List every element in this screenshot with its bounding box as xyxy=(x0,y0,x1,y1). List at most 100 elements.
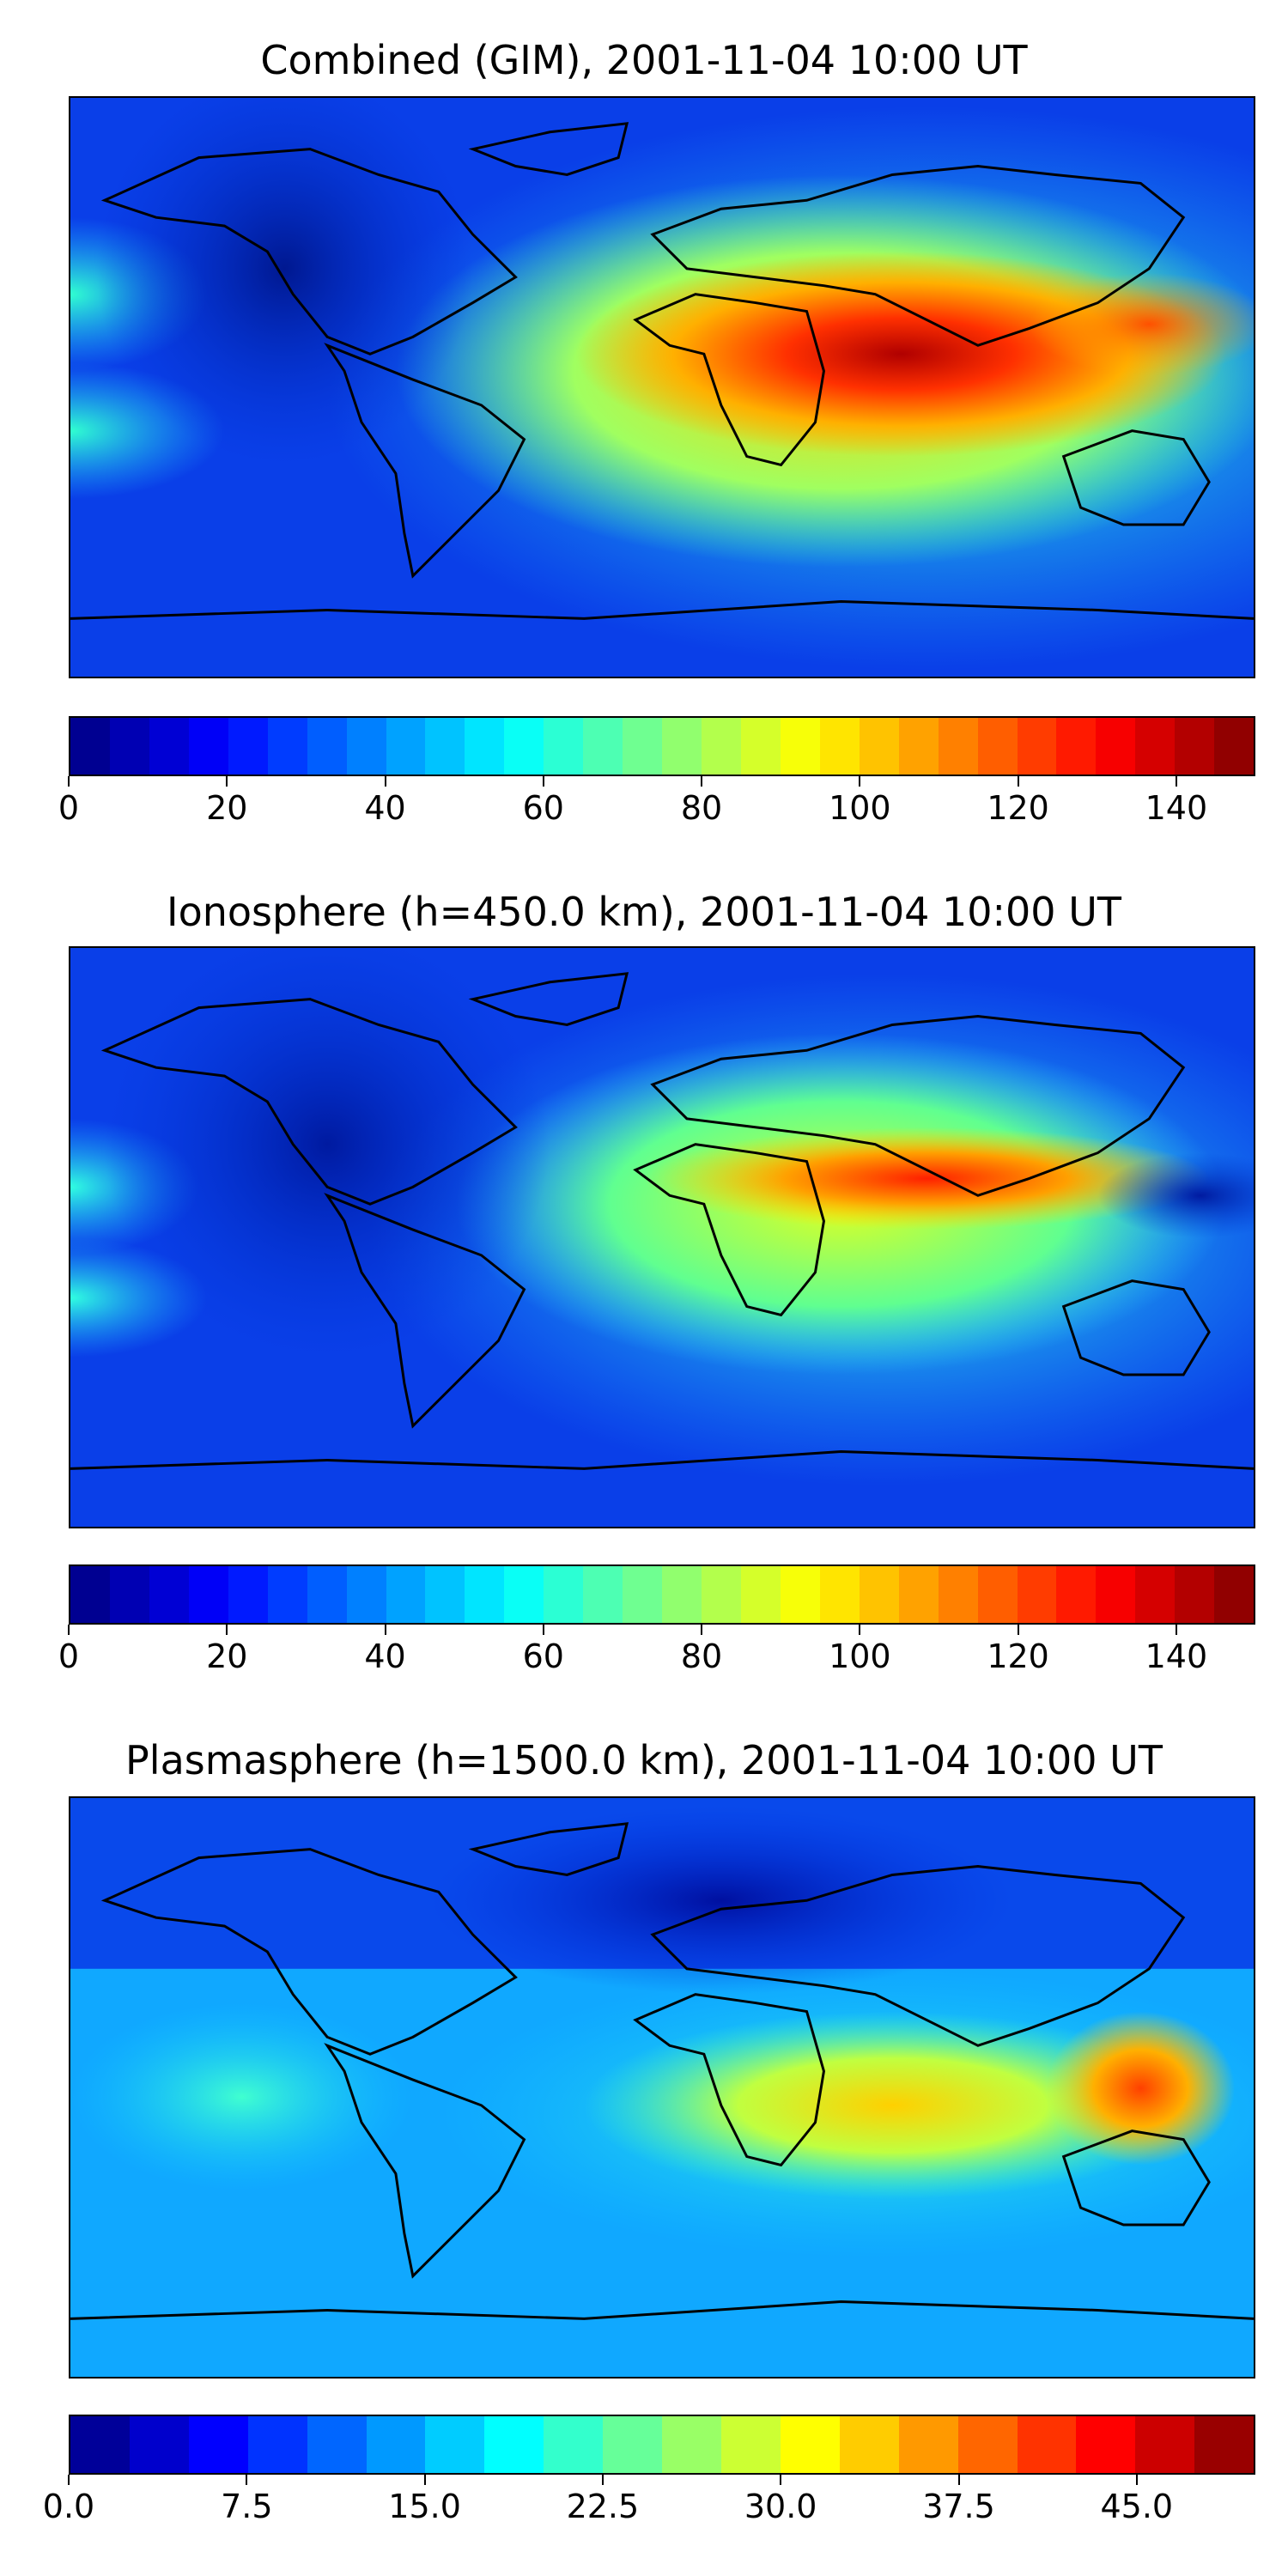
colorbar-level xyxy=(109,718,149,775)
colorbar-level xyxy=(544,2416,604,2473)
colorbar-tick xyxy=(68,2475,70,2485)
colorbar-tick-label: 45.0 xyxy=(1100,2488,1174,2525)
colorbar-level xyxy=(386,1566,426,1623)
colorbar-level xyxy=(247,2416,307,2473)
colorbar-level xyxy=(70,2416,130,2473)
panel-2-colorbar xyxy=(69,1564,1255,1625)
colorbar-tick-label: 60 xyxy=(522,1637,564,1675)
colorbar-tick xyxy=(701,776,703,787)
colorbar-level xyxy=(1135,1566,1176,1623)
colorbar-level xyxy=(504,718,544,775)
colorbar-level xyxy=(839,2416,899,2473)
colorbar-level xyxy=(662,718,702,775)
colorbar-level xyxy=(740,1566,781,1623)
colorbar-level xyxy=(662,1566,702,1623)
colorbar-level xyxy=(149,1566,189,1623)
colorbar-level xyxy=(603,2416,663,2473)
colorbar-tick-label: 30.0 xyxy=(744,2488,817,2525)
panel-2-title: Ionosphere (h=450.0 km), 2001-11-04 10:0… xyxy=(167,889,1121,935)
colorbar-tick xyxy=(246,2475,248,2485)
colorbar-level xyxy=(544,1566,584,1623)
colorbar-level xyxy=(859,1566,899,1623)
colorbar-tick-label: 100 xyxy=(829,789,891,827)
colorbar-level xyxy=(188,1566,228,1623)
colorbar-level xyxy=(938,718,978,775)
colorbar-tick xyxy=(1175,1625,1177,1635)
colorbar-level xyxy=(425,2416,485,2473)
colorbar-tick-label: 40 xyxy=(364,789,406,827)
colorbar-level xyxy=(267,1566,307,1623)
colorbar-tick xyxy=(780,2475,782,2485)
colorbar-tick-label: 140 xyxy=(1145,1637,1208,1675)
colorbar-level xyxy=(1017,2416,1077,2473)
colorbar-tick-label: 60 xyxy=(522,789,564,827)
colorbar-tick xyxy=(1135,2475,1138,2485)
colorbar-level xyxy=(938,1566,978,1623)
colorbar-level xyxy=(484,2416,544,2473)
colorbar-level xyxy=(623,1566,663,1623)
colorbar-level xyxy=(859,718,899,775)
colorbar-tick-label: 40 xyxy=(364,1637,406,1675)
colorbar-level xyxy=(267,718,307,775)
colorbar-level xyxy=(819,718,860,775)
colorbar-tick-label: 37.5 xyxy=(922,2488,995,2525)
colorbar-level xyxy=(1017,1566,1057,1623)
colorbar-level xyxy=(70,718,110,775)
colorbar-level xyxy=(1214,718,1255,775)
colorbar-level xyxy=(544,718,584,775)
colorbar-level xyxy=(1175,718,1215,775)
colorbar-level xyxy=(504,1566,544,1623)
colorbar-tick xyxy=(1017,776,1019,787)
colorbar-level xyxy=(70,1566,110,1623)
colorbar-level xyxy=(188,718,228,775)
colorbar-level xyxy=(720,2416,781,2473)
colorbar-tick-label: 120 xyxy=(987,1637,1049,1675)
colorbar-tick-label: 120 xyxy=(987,789,1049,827)
colorbar-level xyxy=(780,2416,840,2473)
colorbar-tick xyxy=(384,1625,386,1635)
colorbar-tick xyxy=(601,2475,604,2485)
colorbar-level xyxy=(819,1566,860,1623)
colorbar-level xyxy=(583,1566,623,1623)
panel-3-title: Plasmasphere (h=1500.0 km), 2001-11-04 1… xyxy=(125,1737,1163,1783)
panel-1-colorbar xyxy=(69,716,1255,776)
colorbar-level xyxy=(465,718,505,775)
panel-1-map xyxy=(69,96,1255,678)
colorbar-tick-label: 20 xyxy=(206,1637,248,1675)
colorbar-tick xyxy=(1175,776,1177,787)
colorbar-level xyxy=(425,718,465,775)
colorbar-level xyxy=(149,718,189,775)
colorbar-level xyxy=(977,1566,1018,1623)
colorbar-level xyxy=(702,1566,741,1623)
colorbar-level xyxy=(780,1566,820,1623)
colorbar-level xyxy=(109,1566,149,1623)
colorbar-level xyxy=(898,718,939,775)
colorbar-tick xyxy=(68,776,70,787)
colorbar-level xyxy=(366,2416,426,2473)
colorbar-level xyxy=(346,718,386,775)
colorbar-level xyxy=(740,718,781,775)
colorbar-level xyxy=(1214,1566,1255,1623)
colorbar-tick-label: 15.0 xyxy=(388,2488,461,2525)
colorbar-tick-label: 0 xyxy=(58,1637,80,1675)
colorbar-level xyxy=(1017,718,1057,775)
panel-2-map xyxy=(69,946,1255,1528)
colorbar-tick xyxy=(542,776,544,787)
colorbar-level xyxy=(702,718,741,775)
colorbar-level xyxy=(307,718,347,775)
colorbar-tick xyxy=(423,2475,426,2485)
colorbar-level xyxy=(1096,718,1136,775)
colorbar-tick xyxy=(542,1625,544,1635)
colorbar-level xyxy=(1175,1566,1215,1623)
colorbar-level xyxy=(386,718,426,775)
colorbar-tick-label: 100 xyxy=(829,1637,891,1675)
colorbar-level xyxy=(898,1566,939,1623)
colorbar-level xyxy=(346,1566,386,1623)
colorbar-tick xyxy=(226,1625,228,1635)
panel-1-title: Combined (GIM), 2001-11-04 10:00 UT xyxy=(260,37,1028,83)
colorbar-level xyxy=(425,1566,465,1623)
colorbar-tick-label: 20 xyxy=(206,789,248,827)
colorbar-tick-label: 0.0 xyxy=(42,2488,95,2525)
colorbar-level xyxy=(1056,718,1097,775)
colorbar-tick xyxy=(957,2475,960,2485)
